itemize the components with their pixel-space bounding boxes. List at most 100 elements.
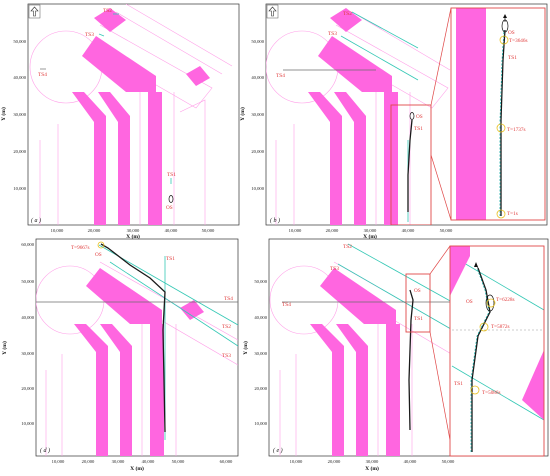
x-tick: 20,000 <box>328 459 341 465</box>
y-tick: 50,000 <box>21 279 34 285</box>
x-tick: 40,000 <box>142 459 155 465</box>
target-label-ts1: TS1 <box>167 172 176 178</box>
inset-own-ship-label: OS <box>466 299 473 305</box>
target-label-ts3: TS3 <box>330 266 339 272</box>
x-tick: 40,000 <box>165 228 178 234</box>
panel-label: ( b ) <box>270 217 280 224</box>
y-tick: 40,000 <box>13 75 26 81</box>
y-tick: 50,000 <box>254 279 267 285</box>
y-tick: 20,000 <box>13 149 26 155</box>
y-tick: 30,000 <box>254 351 267 357</box>
y-tick: 30,000 <box>13 112 26 118</box>
y-tick: 40,000 <box>21 315 34 321</box>
x-tick-labels: 10,000 20,000 30,000 40,000 50,000 <box>289 228 453 234</box>
x-tick: 60,000 <box>220 459 233 465</box>
target-label-ts2: TS2 <box>343 11 352 17</box>
time-label: T=6228s <box>496 297 515 303</box>
target-label-ts1: TS1 <box>414 316 423 322</box>
target-label-ts3: TS3 <box>85 32 94 38</box>
panel-label: ( d ) <box>40 447 50 454</box>
y-tick: 60,000 <box>21 242 34 248</box>
target-label-ts4: TS4 <box>276 73 285 79</box>
y-tick: 10,000 <box>13 186 26 192</box>
x-axis-label: X (m) <box>130 465 144 472</box>
target-label-ts4: TS4 <box>224 296 233 302</box>
x-tick: 10,000 <box>52 459 65 465</box>
y-tick-labels: 10,000 20,000 30,000 40,000 50,000 <box>13 39 26 192</box>
y-axis-label: Y (m) <box>242 341 249 355</box>
target-label-ts1: TS1 <box>414 126 423 132</box>
time-label: T=5086s <box>482 390 501 396</box>
x-axis-label: X (m) <box>363 233 377 240</box>
y-tick: 10,000 <box>254 421 267 427</box>
time-label: T=1737s <box>507 127 526 133</box>
x-tick-labels: 10,000 20,000 30,000 40,000 50,000 60,00… <box>52 459 233 465</box>
y-tick: 30,000 <box>21 351 34 357</box>
target-label-ts2: TS2 <box>103 8 112 14</box>
target-label-ts2: TS2 <box>343 244 352 250</box>
y-tick: 20,000 <box>254 386 267 392</box>
y-tick-labels: 10,000 20,000 30,000 40,000 50,000 <box>251 39 264 192</box>
y-tick: 40,000 <box>254 315 267 321</box>
target-label-ts3: TS3 <box>328 31 337 37</box>
x-tick: 50,000 <box>442 459 455 465</box>
y-tick: 10,000 <box>251 186 264 192</box>
own-ship-label: OS <box>166 205 173 211</box>
x-tick-labels: 10,000 20,000 30,000 40,000 50,000 <box>290 459 455 465</box>
x-tick: 20,000 <box>326 228 339 234</box>
inset-e: OS T=6228s T=5872s TS1 T=5086s <box>449 245 545 457</box>
x-tick: 30,000 <box>366 459 379 465</box>
x-tick: 30,000 <box>112 459 125 465</box>
x-axis-label: X (m) <box>126 233 140 240</box>
y-tick: 20,000 <box>21 386 34 392</box>
x-tick: 50,000 <box>172 459 185 465</box>
x-tick: 10,000 <box>289 228 302 234</box>
north-arrow-icon <box>266 4 279 19</box>
panel-label: ( e ) <box>273 447 283 454</box>
panel-a-frame <box>27 3 240 226</box>
panel-e: TS2 TS3 TS4 TS1 OS ( e ) OS T=6228s T <box>242 238 549 472</box>
time-label: T=9667s <box>71 245 90 251</box>
x-axis-label: X (m) <box>365 465 379 472</box>
inset-target-label: TS1 <box>508 55 517 61</box>
time-label: T=1s <box>507 211 518 217</box>
time-label: T=3646s <box>509 38 528 44</box>
x-tick: 40,000 <box>404 459 417 465</box>
x-tick: 20,000 <box>88 228 101 234</box>
x-tick: 10,000 <box>51 228 64 234</box>
panel-d-frame <box>35 238 239 457</box>
inset-target-label: TS1 <box>454 381 463 387</box>
y-tick-labels: 10,000 20,000 30,000 40,000 50,000 <box>254 279 267 427</box>
own-ship-label: OS <box>414 288 421 294</box>
x-tick: 20,000 <box>82 459 95 465</box>
x-tick: 50,000 <box>202 228 215 234</box>
y-axis-label: Y (m) <box>1 341 8 355</box>
target-label-ts4: TS4 <box>282 302 291 308</box>
y-tick: 40,000 <box>251 75 264 81</box>
y-tick: 30,000 <box>251 112 264 118</box>
y-tick: 50,000 <box>251 39 264 45</box>
target-label-ts1: TS1 <box>166 256 175 262</box>
target-label-ts4: TS4 <box>38 72 47 78</box>
y-tick: 10,000 <box>21 421 34 427</box>
x-tick: 30,000 <box>127 228 140 234</box>
x-tick: 50,000 <box>440 228 453 234</box>
target-label-ts2: TS2 <box>222 324 231 330</box>
time-label: T=5872s <box>491 324 510 330</box>
own-ship-label: OS <box>95 252 102 258</box>
panel-d: T=9667s OS TS1 TS4 TS2 TS3 ( d ) 10,000 … <box>1 238 239 472</box>
x-tick: 10,000 <box>290 459 303 465</box>
y-tick-labels: 10,000 20,000 30,000 40,000 50,000 60,00… <box>21 242 34 427</box>
x-tick-labels: 10,000 20,000 30,000 40,000 50,000 <box>51 228 215 234</box>
x-tick: 40,000 <box>402 228 415 234</box>
y-tick: 20,000 <box>251 149 264 155</box>
x-tick: 30,000 <box>364 228 377 234</box>
inset-own-ship-label: OS <box>508 30 515 36</box>
panel-a: TS2 TS3 TS4 TS1 OS ( a ) 10,000 20,000 3… <box>0 3 240 240</box>
inset-b: OS T=3646s TS1 T=1737s T=1s <box>450 7 546 221</box>
y-axis-label: Y (m) <box>0 107 7 121</box>
y-axis-label: Y (m) <box>239 107 246 121</box>
target-label-ts3: TS3 <box>222 353 231 359</box>
panel-label: ( a ) <box>31 217 41 224</box>
